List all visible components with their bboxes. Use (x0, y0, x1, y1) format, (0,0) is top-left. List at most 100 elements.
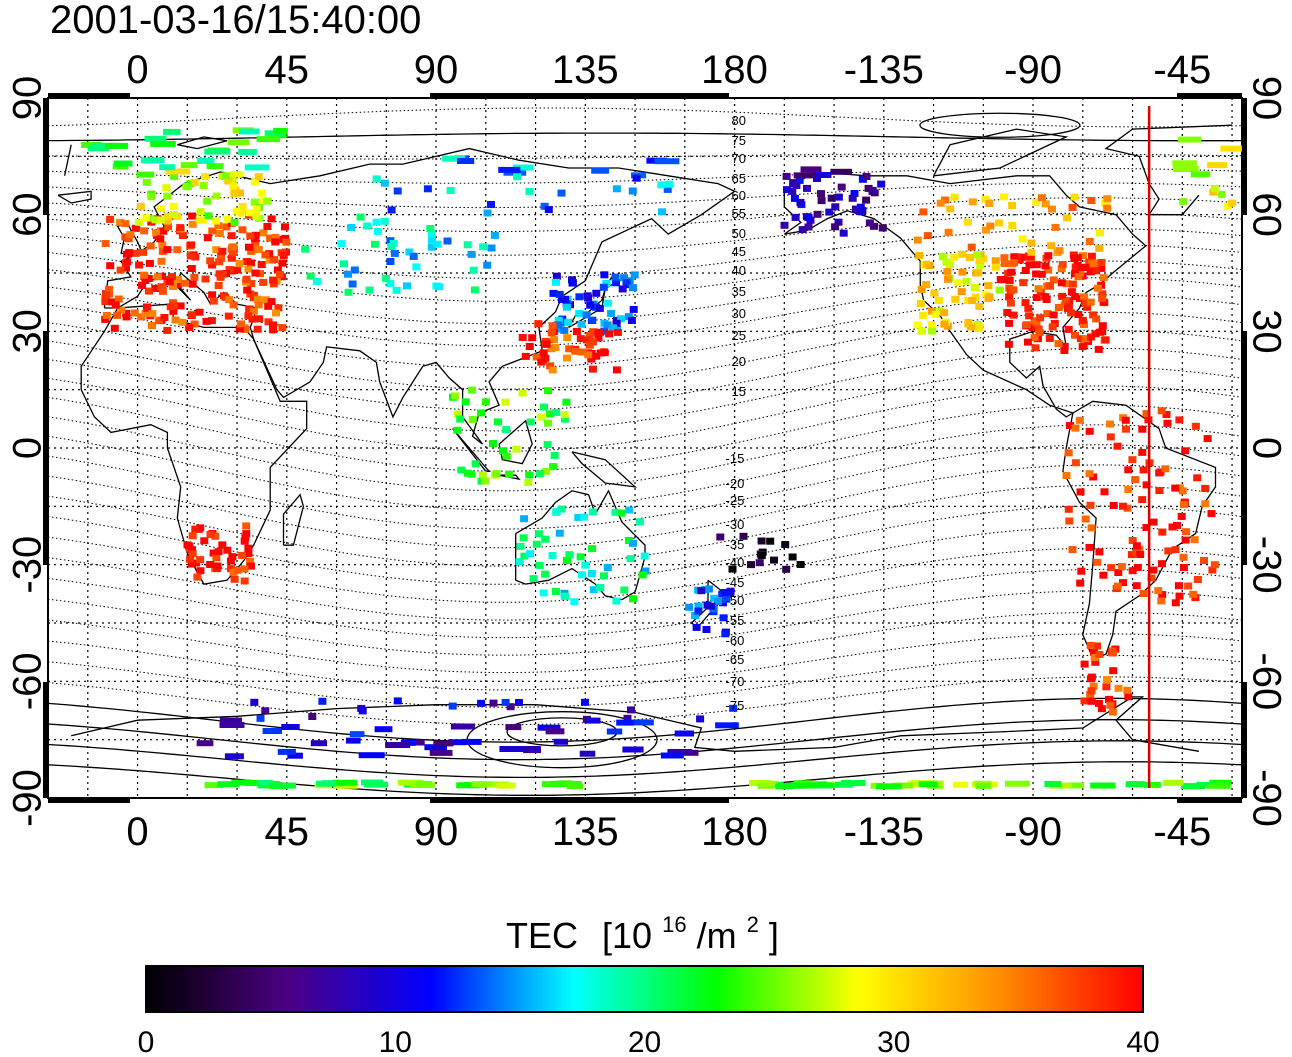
tec-pixel (581, 561, 590, 569)
tec-pixel (603, 299, 612, 307)
tec-pixel (206, 531, 215, 538)
tec-pixel (537, 724, 561, 731)
tec-pixel (453, 410, 462, 418)
tec-pixel (218, 541, 227, 549)
tec-pixel (101, 298, 110, 306)
tec-pixel (611, 273, 620, 281)
tec-pixel (944, 228, 953, 236)
tec-pixel (803, 184, 811, 192)
tec-pixel (272, 782, 296, 789)
tec-pixel (780, 221, 789, 229)
tec-pixel (159, 164, 176, 171)
tec-pixel (443, 237, 452, 245)
tec-pixel (1087, 687, 1096, 695)
tec-pixel (188, 550, 197, 558)
tec-pixel (786, 782, 806, 789)
mlat-label: 20 (732, 354, 746, 369)
tec-pixel (1085, 470, 1094, 478)
tec-pixel (1090, 782, 1116, 789)
tec-pixel (244, 312, 253, 320)
tec-pixel (222, 223, 231, 231)
tec-pixel (544, 387, 552, 395)
tec-pixel (487, 244, 496, 252)
tec-pixel (640, 552, 649, 560)
tec-pixel (595, 304, 604, 312)
tec-pixel (543, 441, 552, 449)
tec-pixel (1132, 542, 1141, 550)
tec-pixel (218, 247, 227, 255)
tec-pixel (139, 271, 148, 279)
tec-pixel (415, 780, 433, 787)
tec-pixel (1125, 781, 1146, 788)
tec-pixel (840, 780, 866, 786)
mlat-label: 30 (732, 306, 746, 321)
tec-pixel (273, 127, 288, 134)
colorbar-tick-label: 40 (1126, 1026, 1159, 1057)
tec-pixel (225, 266, 234, 274)
coastline (71, 696, 1200, 752)
tec-pixel (617, 315, 626, 323)
tec-pixel (973, 251, 982, 259)
mlat-contour (48, 547, 1242, 621)
tec-pixel (257, 779, 273, 786)
tec-pixel (696, 715, 705, 723)
tec-pixel (582, 336, 591, 344)
tec-pixel (587, 355, 596, 363)
mlat-label: 15 (732, 384, 746, 399)
tec-pixel (636, 518, 644, 526)
tec-pixel (1035, 329, 1044, 336)
tec-pixel (862, 196, 871, 204)
tec-pixel (544, 419, 552, 427)
tec-pixel (252, 205, 261, 213)
tec-pixel (1087, 333, 1096, 341)
tec-pixel (612, 366, 621, 374)
tec-pixel (163, 192, 172, 200)
tec-pixel (582, 311, 591, 319)
tec-pixel (1124, 466, 1133, 474)
tec-pixel (168, 273, 176, 281)
tec-pixel (817, 197, 826, 205)
tec-pixel (1005, 293, 1014, 301)
tec-pixel (798, 226, 807, 234)
tec-pixel (130, 309, 139, 317)
tec-pixel (549, 289, 558, 297)
tec-pixel (156, 235, 165, 243)
tec-pixel (967, 323, 976, 331)
tec-pixel (1075, 269, 1084, 277)
tec-pixel (617, 509, 626, 517)
tec-pixel (273, 266, 282, 274)
tec-pixel (928, 327, 937, 335)
tec-pixel (1023, 338, 1032, 346)
tec-pixel (1201, 484, 1210, 492)
tec-pixel (214, 222, 223, 230)
tec-pixel (783, 186, 791, 194)
tec-pixel (190, 178, 199, 186)
y-tick-label: 60 (1244, 192, 1288, 237)
tec-pixel (996, 276, 1005, 284)
tec-pixel (1009, 286, 1018, 294)
tec-pixel (1005, 276, 1014, 284)
tec-pixel (641, 567, 650, 575)
coastline (57, 190, 92, 204)
colorbar-label-text: TEC (506, 915, 578, 956)
tec-pixel (1071, 331, 1079, 339)
mlat-contour (48, 260, 1242, 325)
tec-pixel (815, 782, 835, 789)
tec-pixel (363, 222, 372, 230)
tec-pixel (386, 280, 395, 287)
tec-pixel (592, 352, 601, 360)
tec-pixel (170, 172, 179, 180)
tec-pixel (943, 275, 952, 283)
tec-pixel (208, 227, 217, 235)
tec-pixel (613, 328, 622, 336)
tec-pixel (247, 562, 255, 570)
tec-pixel (546, 410, 555, 418)
tec-pixel (201, 275, 210, 283)
tec-pixel (1071, 263, 1080, 271)
tec-pixel (190, 320, 199, 328)
tec-pixel (390, 249, 399, 257)
tec-pixel (548, 366, 557, 374)
tec-pixel (196, 740, 214, 747)
tec-pixel (263, 223, 272, 230)
tec-pixel (1179, 501, 1188, 508)
